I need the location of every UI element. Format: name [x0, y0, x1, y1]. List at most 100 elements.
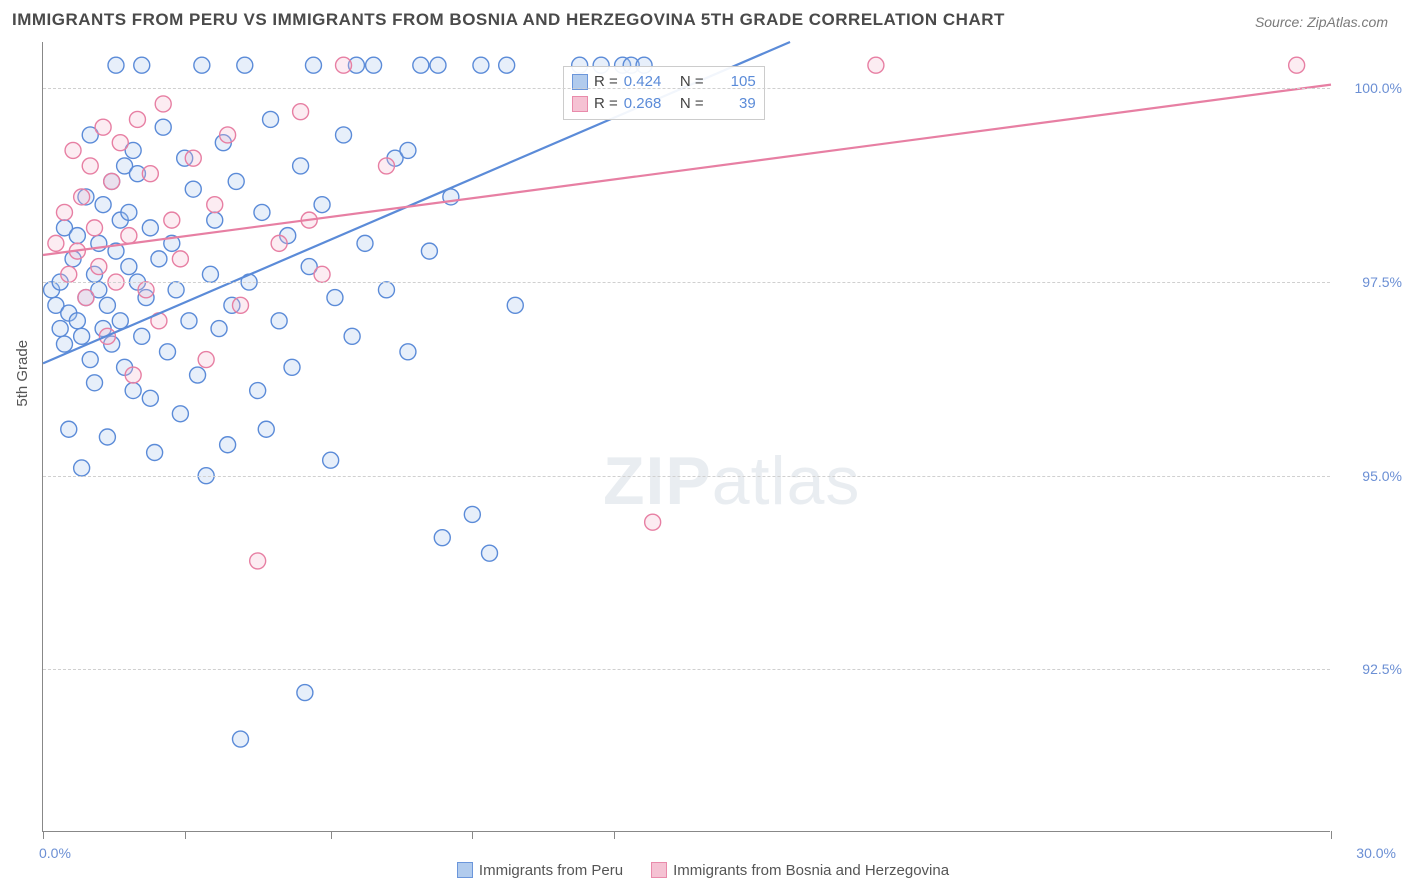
x-tick: [614, 831, 615, 839]
legend-n-value: 105: [710, 71, 756, 93]
data-point: [482, 545, 498, 561]
data-point: [232, 731, 248, 747]
data-point: [1289, 57, 1305, 73]
data-point: [74, 189, 90, 205]
data-point: [160, 344, 176, 360]
data-point: [194, 57, 210, 73]
data-point: [868, 57, 884, 73]
series-legend-item: Immigrants from Peru: [457, 862, 623, 879]
data-point: [155, 119, 171, 135]
data-point: [99, 429, 115, 445]
gridline: [43, 669, 1330, 670]
data-point: [258, 421, 274, 437]
data-point: [232, 297, 248, 313]
data-point: [112, 313, 128, 329]
y-axis-title: 5th Grade: [14, 340, 31, 407]
data-point: [228, 173, 244, 189]
data-point: [220, 437, 236, 453]
data-point: [293, 104, 309, 120]
data-point: [121, 259, 137, 275]
x-tick: [185, 831, 186, 839]
data-point: [104, 173, 120, 189]
data-point: [121, 204, 137, 220]
data-point: [155, 96, 171, 112]
data-point: [91, 259, 107, 275]
data-point: [413, 57, 429, 73]
source-attribution: Source: ZipAtlas.com: [1255, 14, 1388, 30]
data-point: [211, 321, 227, 337]
data-point: [314, 197, 330, 213]
data-point: [129, 111, 145, 127]
data-point: [87, 375, 103, 391]
data-point: [108, 57, 124, 73]
data-point: [357, 235, 373, 251]
data-point: [284, 359, 300, 375]
data-point: [263, 111, 279, 127]
x-axis-max-label: 30.0%: [1356, 845, 1396, 861]
y-tick-label: 95.0%: [1362, 468, 1402, 484]
data-point: [74, 460, 90, 476]
data-point: [336, 127, 352, 143]
x-tick: [331, 831, 332, 839]
x-tick: [472, 831, 473, 839]
correlation-legend: R =0.424 N =105R =0.268 N =39: [563, 66, 765, 120]
data-point: [250, 383, 266, 399]
data-point: [237, 57, 253, 73]
data-point: [56, 204, 72, 220]
legend-n-label: N =: [676, 71, 704, 93]
data-point: [344, 328, 360, 344]
data-point: [74, 328, 90, 344]
data-point: [271, 235, 287, 251]
data-point: [434, 530, 450, 546]
data-point: [220, 127, 236, 143]
data-point: [134, 328, 150, 344]
data-point: [305, 57, 321, 73]
data-point: [430, 57, 446, 73]
series-legend-item: Immigrants from Bosnia and Herzegovina: [651, 862, 949, 879]
legend-row: R =0.268 N =39: [572, 93, 756, 115]
legend-n-value: 39: [710, 93, 756, 115]
data-point: [250, 553, 266, 569]
data-point: [95, 197, 111, 213]
data-point: [336, 57, 352, 73]
data-point: [314, 266, 330, 282]
data-point: [112, 135, 128, 151]
data-point: [400, 142, 416, 158]
data-point: [138, 282, 154, 298]
data-point: [366, 57, 382, 73]
gridline: [43, 88, 1330, 89]
data-point: [125, 367, 141, 383]
data-point: [61, 421, 77, 437]
series-legend-label: Immigrants from Bosnia and Herzegovina: [673, 862, 949, 879]
legend-swatch: [651, 862, 667, 878]
y-tick-label: 100.0%: [1355, 80, 1402, 96]
bottom-legend: Immigrants from Peru Immigrants from Bosn…: [0, 862, 1406, 883]
data-point: [147, 444, 163, 460]
data-point: [69, 228, 85, 244]
legend-r-value: 0.268: [624, 93, 670, 115]
data-point: [271, 313, 287, 329]
y-tick-label: 97.5%: [1362, 274, 1402, 290]
data-point: [181, 313, 197, 329]
data-point: [61, 266, 77, 282]
data-point: [378, 158, 394, 174]
data-point: [164, 212, 180, 228]
legend-row: R =0.424 N =105: [572, 71, 756, 93]
data-point: [142, 166, 158, 182]
data-point: [78, 290, 94, 306]
data-point: [207, 212, 223, 228]
data-point: [473, 57, 489, 73]
data-point: [69, 313, 85, 329]
x-axis-min-label: 0.0%: [39, 845, 71, 861]
data-point: [52, 321, 68, 337]
data-point: [56, 336, 72, 352]
legend-n-label: N =: [676, 93, 704, 115]
data-point: [327, 290, 343, 306]
legend-r-label: R =: [594, 71, 618, 93]
legend-swatch: [572, 96, 588, 112]
data-point: [142, 390, 158, 406]
data-point: [134, 57, 150, 73]
data-point: [297, 685, 313, 701]
data-point: [65, 142, 81, 158]
data-point: [323, 452, 339, 468]
